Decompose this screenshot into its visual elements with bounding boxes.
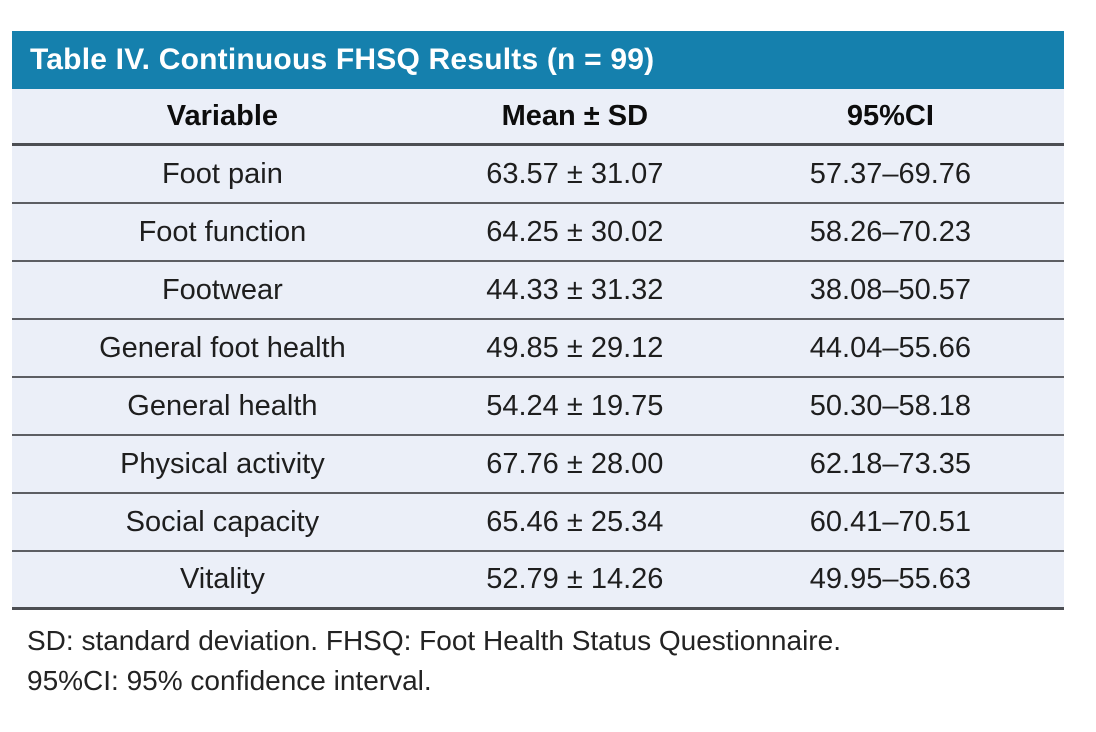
mean-sd-cell: 44.33 ± 31.32 (486, 273, 664, 306)
variable-cell: Footwear (161, 273, 283, 306)
ci-cell: 60.41–70.51 (809, 505, 972, 538)
ci-cell: 57.37–69.76 (809, 157, 972, 190)
fhsq-results-table: Table IV. Continuous FHSQ Results (n = 9… (12, 31, 1064, 701)
variable-cell: Physical activity (120, 447, 325, 480)
table-row: General health 54.24 ± 19.75 50.30–58.18 (12, 378, 1064, 436)
table-row: Social capacity 65.46 ± 25.34 60.41–70.5… (12, 494, 1064, 552)
table-header-row: Variable Mean ± SD 95%CI (12, 89, 1064, 146)
table-row: Foot pain 63.57 ± 31.07 57.37–69.76 (12, 146, 1064, 204)
mean-sd-cell: 54.24 ± 19.75 (486, 389, 664, 422)
table-body: Foot pain 63.57 ± 31.07 57.37–69.76 Foot… (12, 146, 1064, 610)
ci-cell: 44.04–55.66 (809, 331, 972, 364)
table-title-bar: Table IV. Continuous FHSQ Results (n = 9… (12, 31, 1064, 89)
table-row: Vitality 52.79 ± 14.26 49.95–55.63 (12, 552, 1064, 610)
column-header-variable: Variable (166, 99, 279, 132)
column-header-mean-sd: Mean ± SD (501, 99, 649, 132)
variable-cell: Foot pain (161, 157, 283, 190)
variable-cell: Foot function (138, 215, 307, 248)
table-row: Foot function 64.25 ± 30.02 58.26–70.23 (12, 204, 1064, 262)
mean-sd-cell: 64.25 ± 30.02 (486, 215, 664, 248)
mean-sd-cell: 65.46 ± 25.34 (486, 505, 664, 538)
variable-cell: General health (127, 389, 318, 422)
mean-sd-cell: 63.57 ± 31.07 (486, 157, 664, 190)
variable-cell: Social capacity (125, 505, 320, 538)
table-row: General foot health 49.85 ± 29.12 44.04–… (12, 320, 1064, 378)
ci-cell: 38.08–50.57 (809, 273, 972, 306)
ci-cell: 62.18–73.35 (809, 447, 972, 480)
table-title: Table IV. Continuous FHSQ Results (n = 9… (30, 43, 655, 76)
mean-sd-cell: 67.76 ± 28.00 (486, 447, 664, 480)
table-footnote: SD: standard deviation. FHSQ: Foot Healt… (12, 610, 1064, 701)
column-header-95ci: 95%CI (846, 99, 934, 132)
ci-cell: 58.26–70.23 (809, 215, 972, 248)
mean-sd-cell: 52.79 ± 14.26 (486, 563, 664, 595)
mean-sd-cell: 49.85 ± 29.12 (486, 331, 664, 364)
footnote-line-ci: 95%CI: 95% confidence interval. (27, 665, 432, 696)
ci-cell: 50.30–58.18 (809, 389, 972, 422)
footnote-line-abbreviations: SD: standard deviation. FHSQ: Foot Healt… (27, 625, 841, 656)
variable-cell: General foot health (99, 331, 346, 364)
variable-cell: Vitality (179, 563, 265, 595)
table-row: Footwear 44.33 ± 31.32 38.08–50.57 (12, 262, 1064, 320)
ci-cell: 49.95–55.63 (809, 563, 972, 595)
table-row: Physical activity 67.76 ± 28.00 62.18–73… (12, 436, 1064, 494)
